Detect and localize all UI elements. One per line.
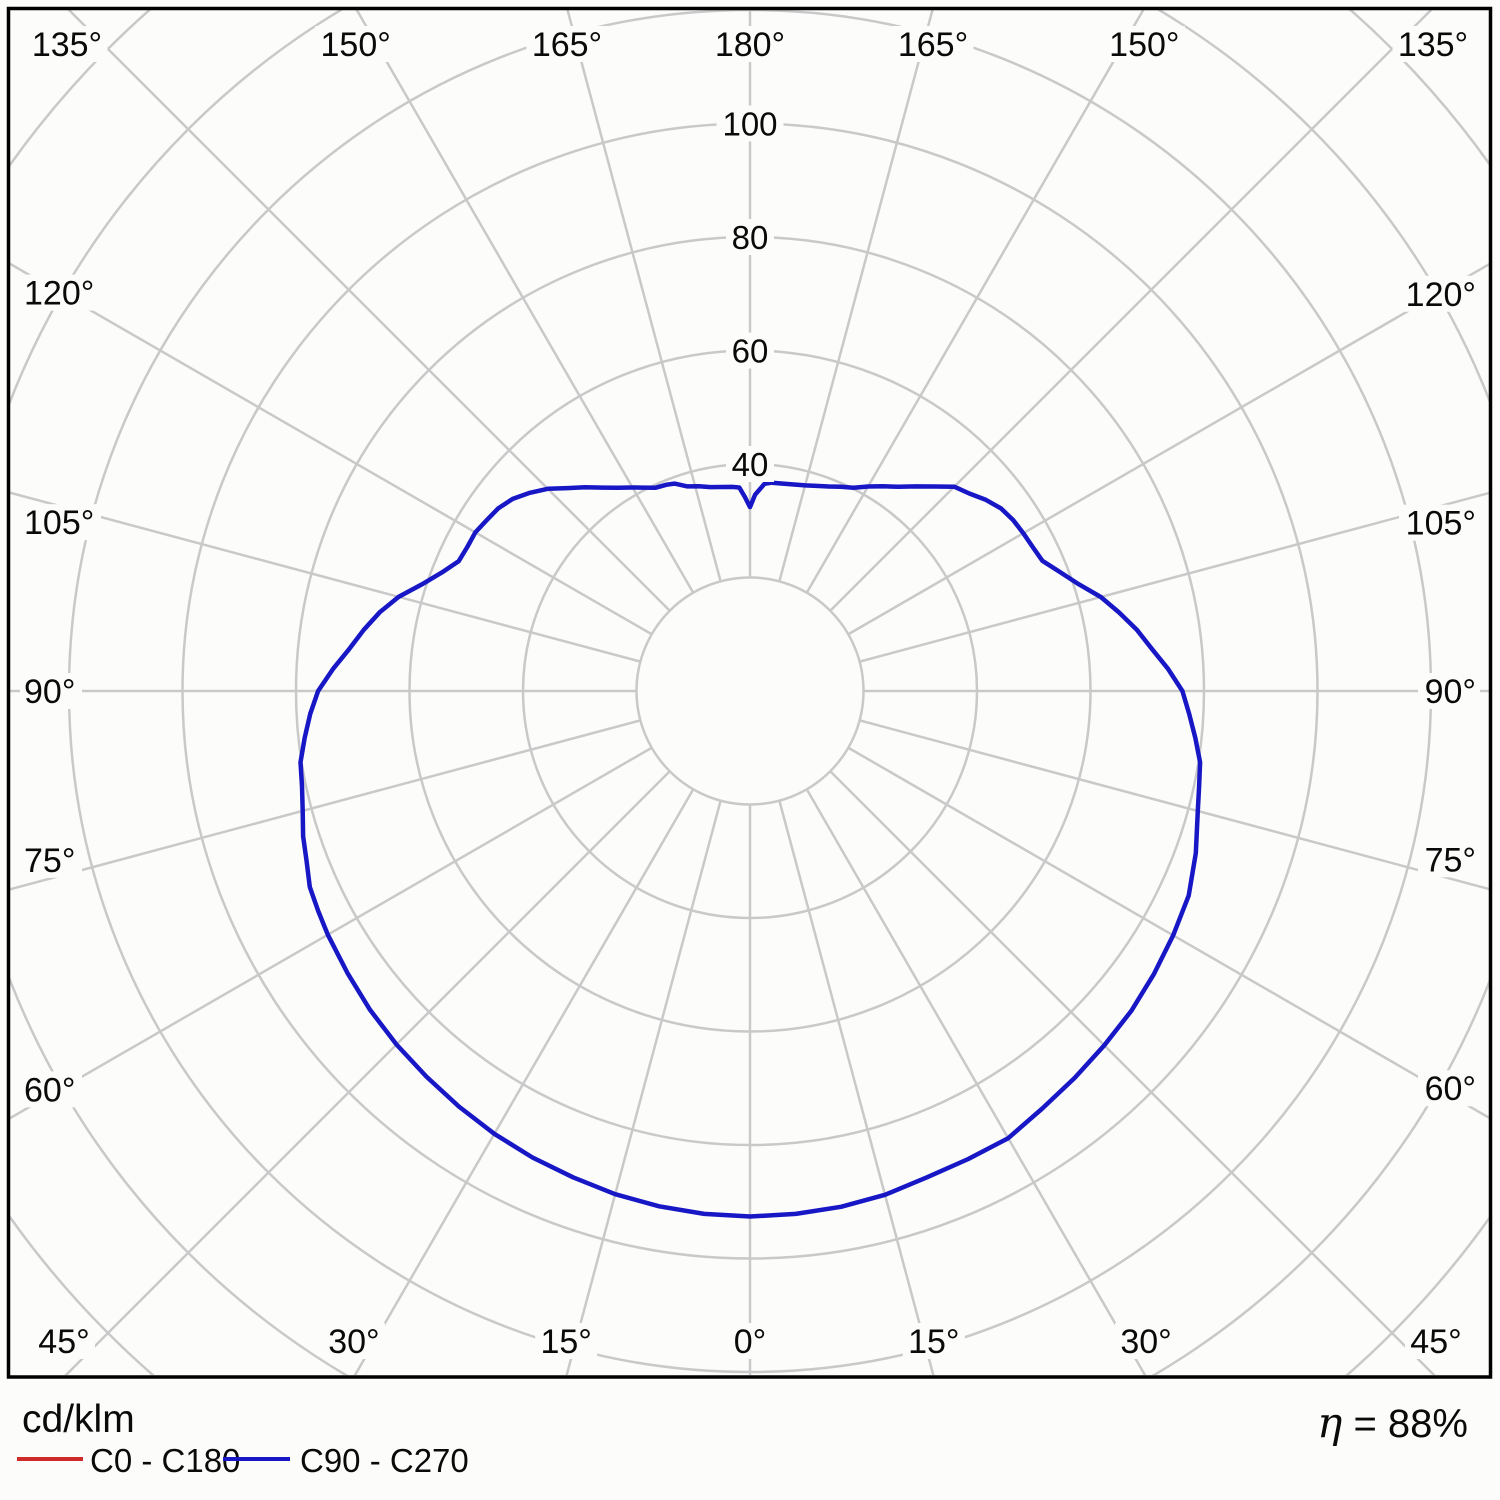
- polar-grid-spoke-210: [355, 10, 695, 594]
- ring-label-100: 100: [722, 106, 777, 143]
- polar-grid-ring-20: [635, 576, 865, 806]
- polar-grid-spoke-75: [859, 719, 1489, 891]
- ring-label-bg-60: [726, 332, 774, 369]
- ring-label-bg-80: [726, 219, 774, 255]
- angle-label-120-left: 120°: [24, 275, 94, 313]
- angle-label-90-left: 90°: [24, 673, 75, 711]
- legend-label-c0-c180: C0 - C180: [90, 1442, 241, 1479]
- eta-symbol: η: [1317, 1398, 1343, 1447]
- polar-grid-spoke-45: [829, 770, 1436, 1375]
- angle-label-bg-45-left: [33, 1323, 95, 1359]
- polar-grid-spoke-30: [805, 788, 1147, 1375]
- angle-label-105-left: 105°: [24, 504, 94, 542]
- angle-label-60-right: 60°: [1425, 1070, 1476, 1108]
- polar-grid-spoke-345: [565, 800, 722, 1375]
- polar-grid-spoke-285: [10, 719, 641, 891]
- angle-label-bg-135-right: [1392, 26, 1474, 62]
- polar-grid-spoke-330: [353, 788, 695, 1375]
- intensity-curves: [298, 480, 1203, 1219]
- angle-label-bg-15-left: [535, 1323, 598, 1359]
- ring-label-80: 80: [732, 219, 769, 256]
- angle-label-90-right: 90°: [1425, 673, 1476, 711]
- angle-label-bg-165-left: [526, 26, 608, 62]
- angle-label-135-left: 135°: [32, 26, 102, 64]
- legend-label-c90-c270: C90 - C270: [300, 1442, 469, 1479]
- angle-label-150-left: 150°: [321, 26, 391, 64]
- angle-label-135-right: 135°: [1398, 26, 1468, 64]
- units-label: cd/klm: [22, 1398, 135, 1441]
- angle-label-165-left: 165°: [532, 26, 602, 64]
- angle-label-bg-180-right: [709, 26, 791, 62]
- polar-grid-spoke-120: [847, 262, 1489, 636]
- angle-label-bg-30-right: [1115, 1323, 1178, 1359]
- angle-label-bg-60-left: [20, 1071, 82, 1108]
- angle-label-bg-150-right: [1103, 26, 1185, 62]
- angle-label-bg-105-left: [20, 504, 101, 541]
- efficiency-value: η = 88%: [1317, 1398, 1468, 1447]
- angle-label-60-left: 60°: [24, 1071, 75, 1109]
- ring-label-60: 60: [732, 333, 769, 370]
- angle-label-45-right: 45°: [1410, 1323, 1461, 1361]
- angle-label-180-right: 180°: [715, 26, 785, 64]
- angle-label-105-right: 105°: [1406, 505, 1476, 543]
- angle-label-bg-90-right: [1418, 673, 1480, 709]
- angle-label-bg-75-right: [1418, 841, 1480, 878]
- angle-label-0-right: 0°: [734, 1323, 767, 1361]
- angle-label-bg-15-right: [902, 1323, 965, 1359]
- angle-label-45-left: 45°: [38, 1323, 89, 1361]
- angle-label-165-right: 165°: [898, 26, 968, 64]
- polar-grid-spoke-195: [566, 10, 722, 582]
- polar-grid-spoke-150: [805, 10, 1145, 594]
- angle-label-bg-120-right: [1399, 275, 1480, 312]
- ring-label-40: 40: [732, 446, 769, 483]
- polar-grid-spoke-15: [778, 800, 935, 1375]
- polar-grid-spoke-165: [778, 10, 934, 582]
- polar-grid-spoke-300: [10, 746, 653, 1120]
- angle-label-15-left: 15°: [540, 1323, 591, 1361]
- ring-label-bg-100: [716, 105, 784, 142]
- angle-label-bg-30-left: [322, 1323, 385, 1359]
- legend-swatch-c0-c180: [17, 1457, 83, 1461]
- polar-grid-spoke-60: [847, 746, 1489, 1120]
- angle-label-bg-120-left: [20, 274, 101, 311]
- polar-grid-spoke-240: [10, 262, 653, 636]
- angle-label-150-right: 150°: [1109, 26, 1179, 64]
- polar-grid-spoke-255: [10, 491, 641, 663]
- angle-label-bg-45-right: [1405, 1323, 1467, 1359]
- angle-label-bg-165-right: [892, 26, 974, 62]
- angle-label-bg-60-right: [1418, 1070, 1480, 1107]
- angle-label-bg-75-left: [20, 841, 82, 878]
- angle-label-75-left: 75°: [24, 842, 75, 880]
- angle-label-30-right: 30°: [1120, 1323, 1171, 1361]
- angle-label-bg-150-left: [315, 26, 397, 62]
- legend-swatch-c90-c270: [223, 1457, 290, 1461]
- polar-grid-spoke-105: [859, 491, 1489, 663]
- angle-label-15-right: 15°: [908, 1323, 959, 1361]
- curve-c90-c270: [298, 480, 1203, 1219]
- polar-grid-spoke-135: [829, 10, 1433, 612]
- angle-label-30-left: 30°: [328, 1323, 379, 1361]
- angle-label-bg-90-left: [20, 673, 82, 709]
- angle-label-bg-105-right: [1399, 504, 1480, 541]
- polar-grid-spoke-315: [64, 770, 671, 1375]
- angle-label-bg-0-right: [728, 1323, 772, 1359]
- angle-label-120-right: 120°: [1406, 276, 1476, 314]
- angle-label-75-right: 75°: [1425, 841, 1476, 879]
- eta-rest: = 88%: [1342, 1402, 1468, 1446]
- ring-label-bg-40: [726, 446, 774, 482]
- angle-label-bg-135-left: [26, 26, 108, 62]
- plot-border: [6, 6, 1493, 1379]
